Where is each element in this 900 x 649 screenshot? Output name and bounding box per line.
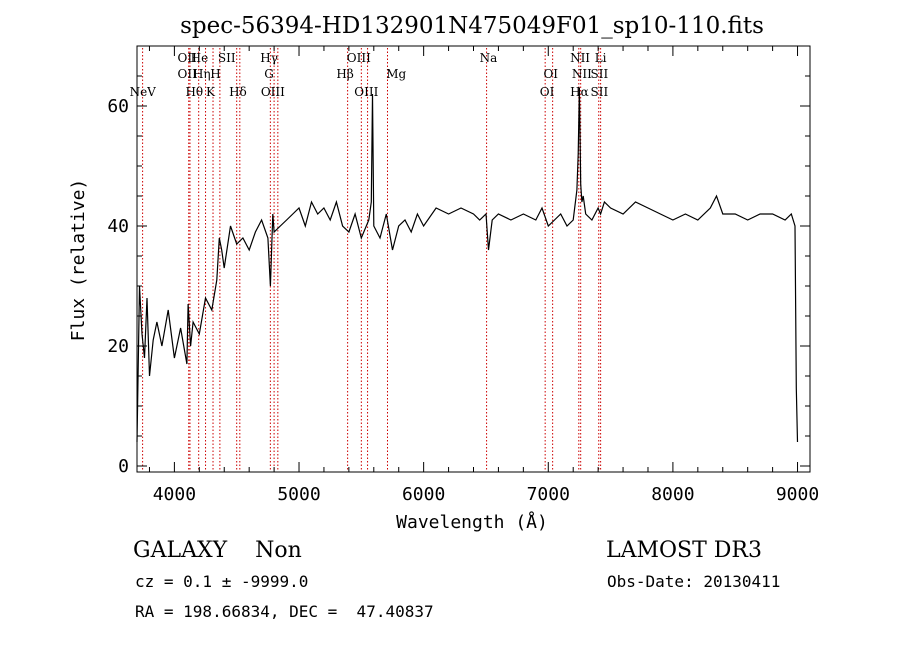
line-label: H xyxy=(210,67,220,81)
x-tick-label: 9000 xyxy=(776,484,819,505)
survey-label: LAMOST DR3 xyxy=(606,538,762,563)
spectrum-line xyxy=(136,87,799,443)
line-label: Hγ xyxy=(260,51,278,65)
x-tick-label: 7000 xyxy=(527,484,570,505)
line-label: NeV xyxy=(130,85,157,99)
line-label: OIII xyxy=(347,51,371,65)
line-label: OII xyxy=(178,51,198,65)
line-label: K xyxy=(206,85,216,99)
line-label: NII xyxy=(570,51,590,65)
y-axis-label: Flux (relative) xyxy=(68,179,89,342)
line-label: Mg xyxy=(386,67,406,81)
line-label: NII xyxy=(572,67,592,81)
line-markers xyxy=(142,48,602,471)
line-label: Na xyxy=(480,51,498,65)
line-label: Hθ xyxy=(185,85,203,99)
line-label: G xyxy=(264,67,274,81)
x-tick-label: 5000 xyxy=(277,484,320,505)
line-label: SII xyxy=(218,51,236,65)
line-label: OI xyxy=(540,85,555,99)
obs-date-text: Obs-Date: 20130411 xyxy=(607,572,781,591)
line-label: He xyxy=(191,51,209,65)
line-label: OIII xyxy=(261,85,285,99)
x-axis-label: Wavelength (Å) xyxy=(396,511,548,533)
line-label: Hδ xyxy=(229,85,247,99)
line-label: Hη xyxy=(193,67,211,81)
y-tick-label: 60 xyxy=(107,96,129,117)
line-label: SII xyxy=(591,85,609,99)
line-label: OI xyxy=(543,67,558,81)
line-label: Hβ xyxy=(336,67,353,81)
x-axis: 4000 5000 6000 7000 8000 9000 xyxy=(148,46,819,505)
plot-frame xyxy=(136,45,811,473)
line-label: Li xyxy=(595,51,607,65)
y-tick-label: 40 xyxy=(107,216,129,237)
redshift-text: cz = 0.1 ± -9999.0 xyxy=(135,572,309,591)
x-tick-label: 4000 xyxy=(153,484,196,505)
x-tick-label: 8000 xyxy=(651,484,694,505)
subclass-label: Non xyxy=(255,538,302,563)
line-label: OII xyxy=(178,67,198,81)
y-tick-label: 20 xyxy=(107,336,129,357)
line-label: OIII xyxy=(354,85,378,99)
object-class: GALAXY Non xyxy=(133,538,302,563)
type-label: GALAXY xyxy=(133,538,228,563)
radec-text: RA = 198.66834, DEC = 47.40837 xyxy=(135,602,434,621)
chart-title: spec-56394-HD132901N475049F01_sp10-110.f… xyxy=(180,13,764,39)
line-label: SII xyxy=(591,67,609,81)
x-tick-label: 6000 xyxy=(402,484,445,505)
y-tick-label: 0 xyxy=(118,456,129,477)
y-axis: 0 20 40 60 xyxy=(107,45,810,477)
